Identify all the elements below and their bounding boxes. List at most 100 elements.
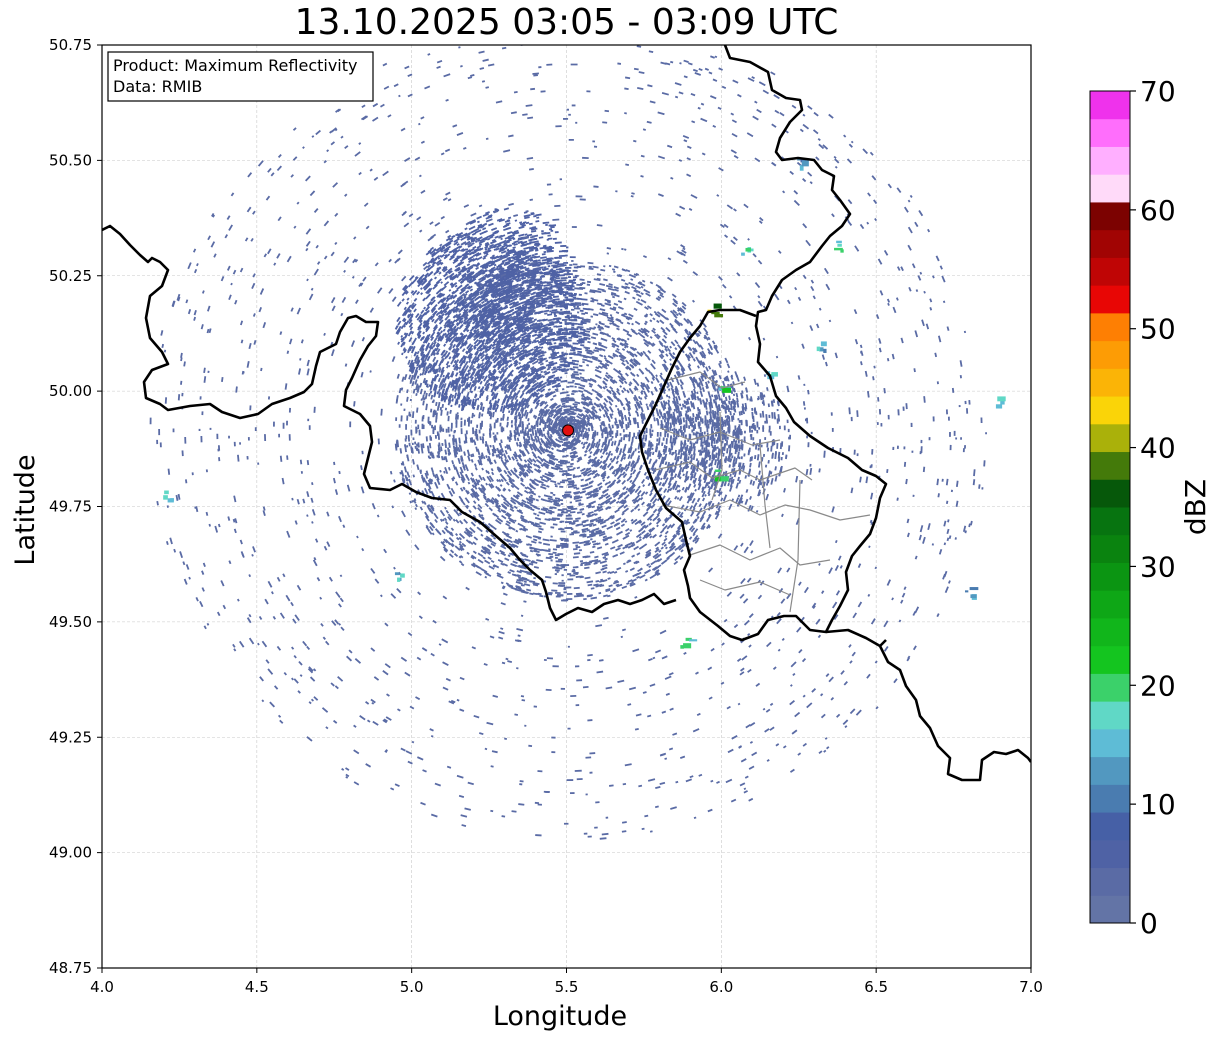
- echo-pixel: [605, 445, 609, 452]
- echo-pixel: [574, 307, 581, 310]
- echo-pixel: [517, 522, 524, 527]
- echo-pixel: [629, 371, 635, 376]
- echo-pixel: [575, 544, 578, 547]
- echo-pixel: [552, 551, 557, 554]
- echo-pixel: [718, 374, 722, 380]
- echo-pixel: [505, 481, 510, 486]
- echo-pixel: [621, 471, 626, 476]
- echo-pixel: [430, 467, 435, 473]
- echo-pixel: [473, 536, 479, 541]
- echo-pixel: [566, 394, 570, 397]
- echo-pixel: [573, 495, 581, 499]
- echo-pixel: [672, 533, 677, 538]
- echo-pixel: [560, 404, 566, 408]
- echo-pixel: [663, 404, 667, 410]
- echo-pixel: [598, 438, 601, 443]
- echo-pixel: [606, 325, 610, 329]
- echo-pixel: [491, 496, 495, 501]
- echo-pixel: [624, 531, 631, 536]
- echo-pixel: [613, 440, 617, 446]
- echo-pixel: [417, 424, 420, 430]
- echo-pixel: [443, 383, 447, 389]
- echo-pixel: [513, 472, 520, 479]
- echo-pixel: [644, 320, 648, 324]
- echo-pixel: [403, 408, 406, 412]
- echo-pixel: [451, 542, 455, 547]
- echo-pixel: [660, 477, 663, 481]
- echo-pixel: [660, 546, 664, 550]
- echo-pixel: [561, 510, 565, 513]
- echo-pixel: [460, 339, 465, 344]
- echo-pixel: [580, 563, 583, 567]
- echo-pixel: [482, 476, 486, 482]
- echo-pixel: [485, 482, 489, 486]
- echo-pixel: [619, 353, 627, 360]
- echo-pixel: [443, 470, 446, 474]
- echo-pixel: [513, 540, 520, 545]
- echo-pixel: [677, 419, 680, 423]
- echo-pixel: [576, 305, 579, 308]
- echo-pixel: [496, 432, 499, 435]
- echo-pixel: [495, 419, 498, 423]
- echo-pixel: [564, 539, 569, 542]
- echo-pixel: [526, 469, 531, 474]
- echo-pixel: [513, 342, 517, 346]
- echo-pixel: [472, 439, 476, 443]
- echo-pixel: [622, 429, 625, 433]
- echo-pixel: [696, 497, 701, 503]
- echo-pixel: [716, 490, 719, 493]
- echo-pixel: [493, 435, 496, 443]
- echo-pixel: [439, 426, 442, 433]
- echo-pixel: [681, 305, 687, 310]
- echo-pixel: [512, 387, 517, 393]
- echo-pixel: [441, 529, 446, 535]
- echo-pixel: [569, 574, 576, 577]
- echo-pixel: [586, 364, 590, 367]
- echo-pixel: [675, 313, 679, 317]
- echo-pixel: [408, 374, 412, 380]
- echo-pixel: [603, 355, 607, 358]
- echo-pixel: [674, 339, 679, 345]
- echo-pixel: [559, 537, 566, 540]
- echo-pixel: [398, 424, 401, 428]
- echo-pixel: [628, 383, 632, 387]
- echo-pixel: [539, 594, 544, 598]
- echo-pixel: [564, 352, 567, 355]
- echo-pixel: [555, 546, 560, 549]
- echo-pixel: [556, 563, 559, 566]
- echo-pixel: [559, 527, 563, 530]
- echo-pixel: [558, 427, 560, 431]
- echo-pixel: [456, 390, 461, 397]
- echo-pixel: [616, 337, 621, 342]
- echo-pixel: [634, 448, 637, 452]
- echo-pixel: [486, 376, 492, 384]
- echo-pixel: [634, 347, 638, 351]
- echo-pixel: [615, 517, 622, 522]
- echo-pixel: [406, 445, 409, 448]
- echo-pixel: [687, 456, 690, 461]
- echo-pixel: [471, 477, 476, 483]
- echo-pixel: [666, 385, 669, 389]
- echo-pixel: [640, 299, 647, 304]
- echo-pixel: [644, 314, 648, 318]
- echo-pixel: [624, 397, 630, 404]
- echo-pixel: [482, 344, 486, 348]
- echo-pixel: [590, 336, 597, 340]
- echo-pixel: [526, 588, 532, 592]
- echo-pixel: [635, 300, 643, 306]
- echo-pixel: [571, 308, 575, 311]
- echo-pixel: [557, 499, 564, 502]
- echo-pixel: [592, 517, 598, 522]
- echo-pixel: [576, 297, 580, 300]
- echo-pixel: [603, 397, 609, 403]
- echo-pixel: [609, 314, 613, 317]
- echo-pixel: [623, 456, 626, 460]
- echo-pixel: [560, 584, 564, 587]
- echo-pixel: [698, 503, 702, 508]
- echo-pixel: [468, 363, 474, 370]
- echo-pixel: [596, 431, 599, 436]
- echo-pixel: [569, 454, 576, 458]
- echo-pixel: [534, 402, 540, 410]
- echo-pixel: [657, 505, 663, 512]
